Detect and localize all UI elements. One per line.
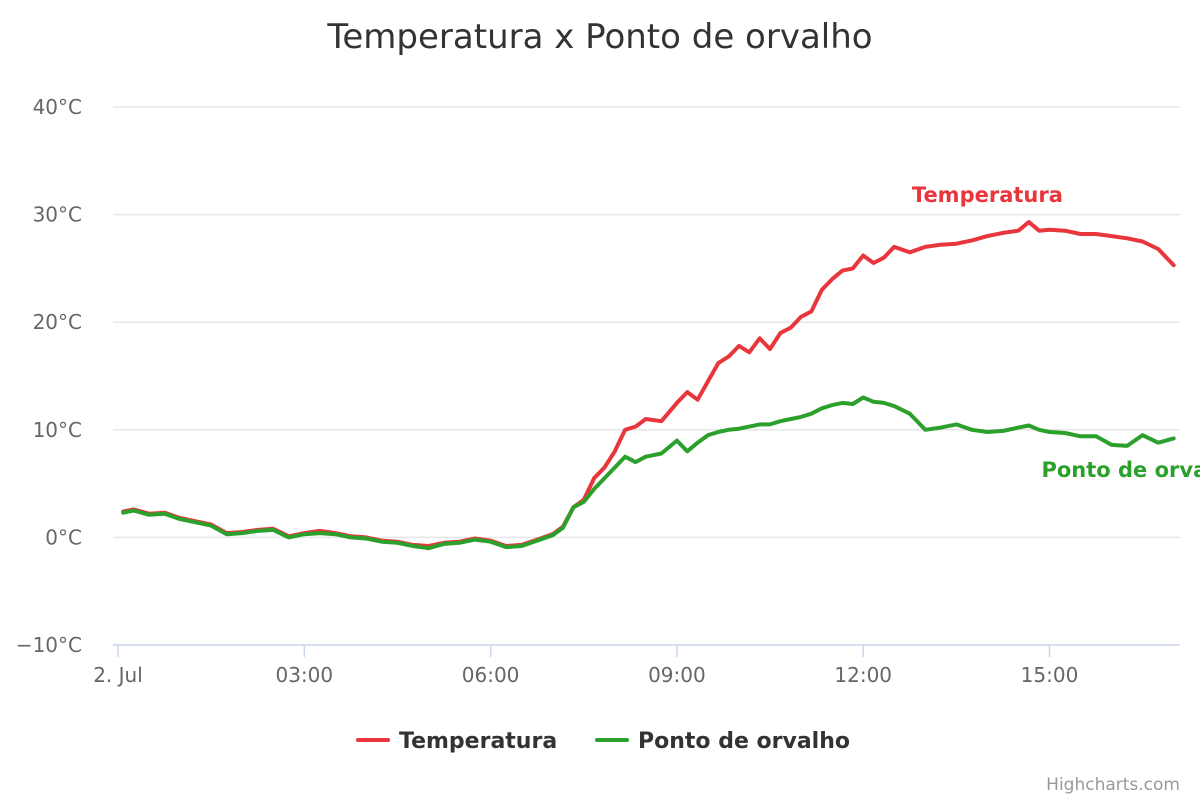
y-tick-label: −10°C [16,633,82,657]
x-tick-label: 12:00 [834,663,892,687]
y-tick-label: 30°C [33,203,82,227]
x-tick-label: 06:00 [462,663,520,687]
x-tick-label: 03:00 [275,663,333,687]
legend-item-0[interactable]: Temperatura [356,729,557,754]
x-tick-label: 15:00 [1021,663,1079,687]
series-label-0: Temperatura [912,183,1063,207]
y-axis-labels: −10°C 0°C 10°C 20°C 30°C 40°C [16,95,82,657]
y-tick-label: 10°C [33,418,82,442]
x-tick-label: 2. Jul [93,663,143,687]
series-line-0 [121,220,1176,548]
series-label-1: Ponto de orvalho [1041,458,1200,482]
legend: Temperatura Ponto de orvalho [356,729,850,754]
chart-title: Temperatura x Ponto de orvalho [326,17,872,57]
series-labels: Temperatura Ponto de orvalho [912,183,1200,482]
x-axis-ticks [117,645,1051,657]
series-lines [121,220,1176,551]
x-tick-label: 09:00 [648,663,706,687]
x-axis-labels: 2. Jul 03:00 06:00 09:00 12:00 15:00 [93,663,1078,687]
y-tick-label: 0°C [45,525,82,549]
legend-item-1[interactable]: Ponto de orvalho [595,729,850,754]
y-tick-label: 40°C [33,95,82,119]
credits-link[interactable]: Highcharts.com [1046,775,1180,795]
legend-label: Ponto de orvalho [638,729,850,754]
y-tick-label: 20°C [33,310,82,334]
legend-label: Temperatura [399,729,557,754]
series-line-1 [121,395,1176,551]
